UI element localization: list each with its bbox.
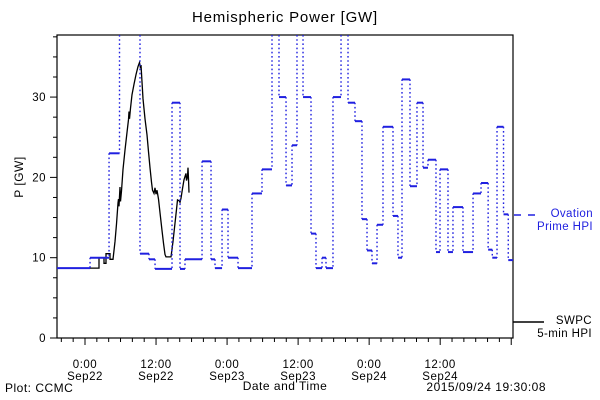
x-tick-time-label: 0:00 [357,359,381,371]
x-tick-time-label: 12:00 [282,359,313,371]
chart-title: Hemispheric Power [GW] [192,9,378,26]
y-tick-label: 20 [32,172,46,184]
y-tick-label: 30 [32,92,46,104]
x-tick-date-label: Sep24 [422,371,458,383]
swpc-series-line [57,60,190,269]
x-tick-date-label: Sep23 [280,371,316,383]
x-tick-time-label: 12:00 [425,359,456,371]
x-tick-time-label: 0:00 [215,359,239,371]
legend-swpc-line2: 5-min HPI [537,328,592,340]
plot-source-label: Plot: CCMC [5,381,74,395]
y-axis-title: P [GW] [12,156,26,198]
plot-timestamp: 2015/09/24 19:30:08 [426,380,546,394]
x-tick-time-label: 0:00 [73,359,97,371]
plot-border [56,34,514,339]
x-tick-date-label: Sep22 [138,371,174,383]
y-tick-label: 10 [32,253,46,265]
x-axis-title: Date and Time [242,379,328,393]
x-tick-date-label: Sep23 [209,371,245,383]
legend-swpc-5min-hpi: SWPC 5-min HPI [537,315,592,341]
y-tick-label: 0 [39,333,46,345]
x-tick-date-label: Sep24 [351,371,387,383]
legend-ovation-line1: Ovation [550,208,593,220]
x-tick-date-label: Sep22 [67,371,103,383]
x-tick-time-label: 12:00 [140,359,171,371]
legend-swpc-line1: SWPC [555,315,592,327]
legend-ovation-line2: Prime HPI [537,221,593,233]
legend-ovation-prime-hpi: Ovation Prime HPI [537,208,593,234]
